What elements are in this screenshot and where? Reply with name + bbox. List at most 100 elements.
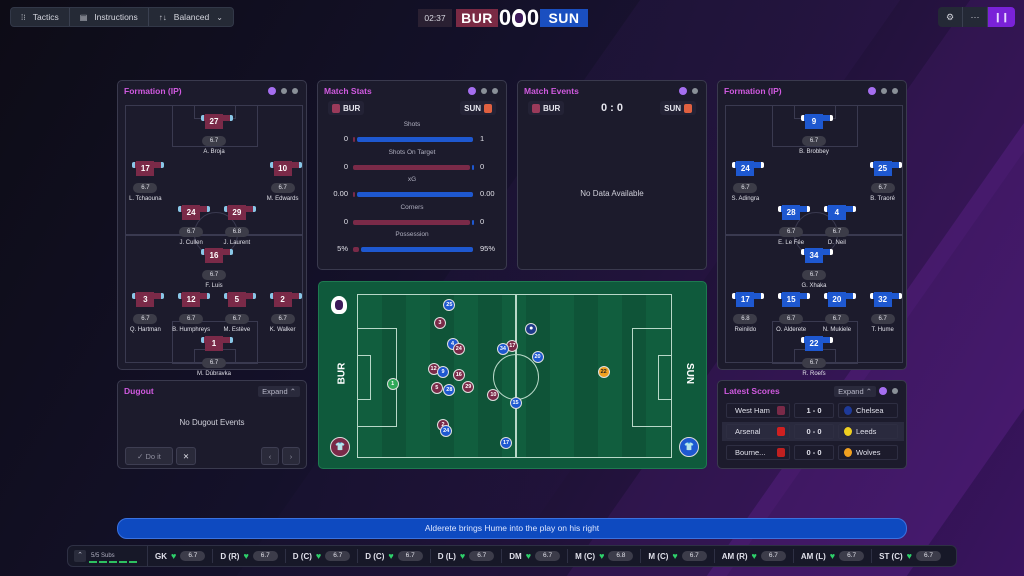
away-score: 0 <box>526 5 540 30</box>
page-dot[interactable] <box>892 88 898 94</box>
home-kit-button[interactable]: 👕 <box>330 437 350 457</box>
formation-player[interactable]: 22 6.7 R. Roefs <box>784 336 844 377</box>
player-token[interactable]: 17 <box>500 436 513 449</box>
formation-player[interactable]: 1 6.7 M. Dúbravka <box>184 336 244 377</box>
formation-player[interactable]: 25 6.7 B. Traoré <box>853 160 913 202</box>
tactics-button[interactable]: ⁞⁝ Tactics <box>11 8 70 26</box>
formation-player[interactable]: 34 6.7 G. Xhaka <box>784 248 844 289</box>
formation-player[interactable]: 15 6.7 O. Alderete <box>761 292 821 333</box>
position-slot[interactable]: D (R) ♥ 6.7 <box>213 549 286 563</box>
player-token[interactable]: 28 <box>443 384 456 397</box>
stat-row: 0 1 <box>318 134 506 144</box>
formation-player[interactable]: 3 6.7 Q. Hartman <box>115 292 175 333</box>
formation-player[interactable]: 20 6.7 N. Mukiele <box>807 292 867 333</box>
player-token[interactable]: 34 <box>496 343 509 356</box>
formation-player[interactable]: 9 6.7 B. Brobbey <box>784 114 844 155</box>
condition-heart-icon: ♥ <box>672 551 678 561</box>
away-stat-value: 0 <box>480 161 485 171</box>
formation-player[interactable]: 28 6.7 E. Le Fée <box>761 204 821 246</box>
position-slot[interactable]: M (C) ♥ 6.8 <box>568 549 642 563</box>
formation-player[interactable]: 16 6.7 F. Luis <box>184 248 244 289</box>
sunderland-crest-icon <box>484 103 492 113</box>
player-token[interactable]: 29 <box>462 380 475 393</box>
player-name: B. Traoré <box>870 195 895 202</box>
player-token[interactable]: 9 <box>437 366 450 379</box>
page-dot[interactable] <box>281 88 287 94</box>
page-dot[interactable] <box>892 388 898 394</box>
settings-button[interactable]: ⚙ <box>938 7 963 27</box>
player-token[interactable]: 20 <box>531 351 544 364</box>
more-button[interactable]: ··· <box>963 7 988 27</box>
position-slot[interactable]: D (L) ♥ 6.7 <box>431 549 503 563</box>
shirt-icon: 4 <box>823 204 856 220</box>
player-token[interactable]: 16 <box>452 369 465 382</box>
player-token[interactable]: 22 <box>597 366 610 379</box>
position-slot[interactable]: D (C) ♥ 6.7 <box>358 549 431 563</box>
player-token[interactable]: 1 <box>386 377 399 390</box>
page-dot[interactable] <box>692 88 698 94</box>
player-token[interactable]: 24 <box>440 425 453 438</box>
position-slot[interactable]: AM (R) ♥ 6.7 <box>715 549 794 563</box>
formation-player[interactable]: 24 6.7 J. Cullen <box>161 204 221 246</box>
player-token[interactable]: 15 <box>509 397 522 410</box>
formation-player[interactable]: 2 6.7 K. Walker <box>253 292 313 333</box>
premier-league-logo-icon <box>512 9 526 27</box>
formation-player[interactable]: 10 6.7 M. Edwards <box>253 160 313 202</box>
position-slot[interactable]: AM (L) ♥ 6.7 <box>794 549 873 563</box>
player-token[interactable]: 3 <box>433 316 446 329</box>
player-token[interactable]: 25 <box>443 298 456 311</box>
mentality-icon: ↑↓ <box>158 12 167 22</box>
home-team-name: Arsenal <box>735 427 761 436</box>
player-token[interactable]: 24 <box>452 343 465 356</box>
subs-toggle-button[interactable]: ⌃ <box>74 550 86 562</box>
formation-player[interactable]: 17 6.7 L. Tchaouna <box>115 160 175 202</box>
position-slot[interactable]: GK ♥ 6.7 <box>148 549 214 563</box>
instructions-button[interactable]: ▤ Instructions <box>70 8 149 26</box>
formation-player[interactable]: 24 6.7 S. Adingra <box>715 160 775 202</box>
mentality-dropdown[interactable]: ↑↓ Balanced ⌄ <box>149 8 233 26</box>
next-button[interactable]: › <box>282 447 300 465</box>
away-abbr: SUN <box>464 103 481 113</box>
formation-player[interactable]: 32 6.7 T. Hume <box>853 292 913 333</box>
formation-player[interactable]: 27 6.7 A. Broja <box>184 114 244 155</box>
formation-player[interactable]: 17 6.8 Reinildo <box>715 292 775 333</box>
page-dot[interactable] <box>481 88 487 94</box>
player-token[interactable]: 5 <box>430 382 443 395</box>
position-slot[interactable]: M (C) ♥ 6.7 <box>641 549 715 563</box>
page-dot[interactable] <box>268 87 276 95</box>
formation-player[interactable]: 5 6.7 M. Estève <box>207 292 267 333</box>
pause-button[interactable]: ❙❙ <box>988 7 1015 27</box>
stat-row: 0 0 <box>318 217 506 227</box>
position-slot[interactable]: DM ♥ 6.7 <box>502 549 569 563</box>
player-rating: 6.7 <box>802 358 826 369</box>
position-slot[interactable]: ST (C) ♥ 6.7 <box>872 549 948 563</box>
player-token[interactable]: 10 <box>487 389 500 402</box>
match-clock: 02:37 <box>418 9 452 27</box>
player-rating: 6.7 <box>270 314 295 325</box>
page-dot[interactable] <box>468 87 476 95</box>
expand-button[interactable]: Expand ⌃ <box>258 386 300 397</box>
score-row: Arsenal 0 - 0 Leeds <box>722 422 904 441</box>
page-dot[interactable] <box>492 88 498 94</box>
page-dot[interactable] <box>881 88 887 94</box>
ball-icon[interactable]: ● <box>525 323 538 336</box>
formation-player[interactable]: 4 6.7 D. Neil <box>807 204 867 246</box>
position-label: D (L) <box>437 551 456 561</box>
player-token[interactable]: 17 <box>506 339 519 352</box>
away-stat-value: 1 <box>480 134 485 143</box>
page-dot[interactable] <box>879 387 887 395</box>
formation-player[interactable]: 29 6.8 J. Laurent <box>207 204 267 246</box>
page-dot[interactable] <box>868 87 876 95</box>
subs-count: 5/5 Subs <box>91 553 115 559</box>
prev-button[interactable]: ‹ <box>261 447 279 465</box>
away-kit-button[interactable]: 👕 <box>679 437 699 457</box>
page-dot[interactable] <box>679 87 687 95</box>
position-slot[interactable]: D (C) ♥ 6.7 <box>286 549 359 563</box>
expand-button[interactable]: Expand ⌃ <box>834 386 876 397</box>
do-it-button[interactable]: ✓ Do it <box>125 447 173 465</box>
home-stat-bar <box>353 164 470 170</box>
score-row: West Ham 1 - 0 Chelsea <box>722 401 904 420</box>
dismiss-button[interactable]: ✕ <box>176 447 196 465</box>
page-dot[interactable] <box>292 88 298 94</box>
formation-player[interactable]: 12 6.7 B. Humphreys <box>161 292 221 333</box>
